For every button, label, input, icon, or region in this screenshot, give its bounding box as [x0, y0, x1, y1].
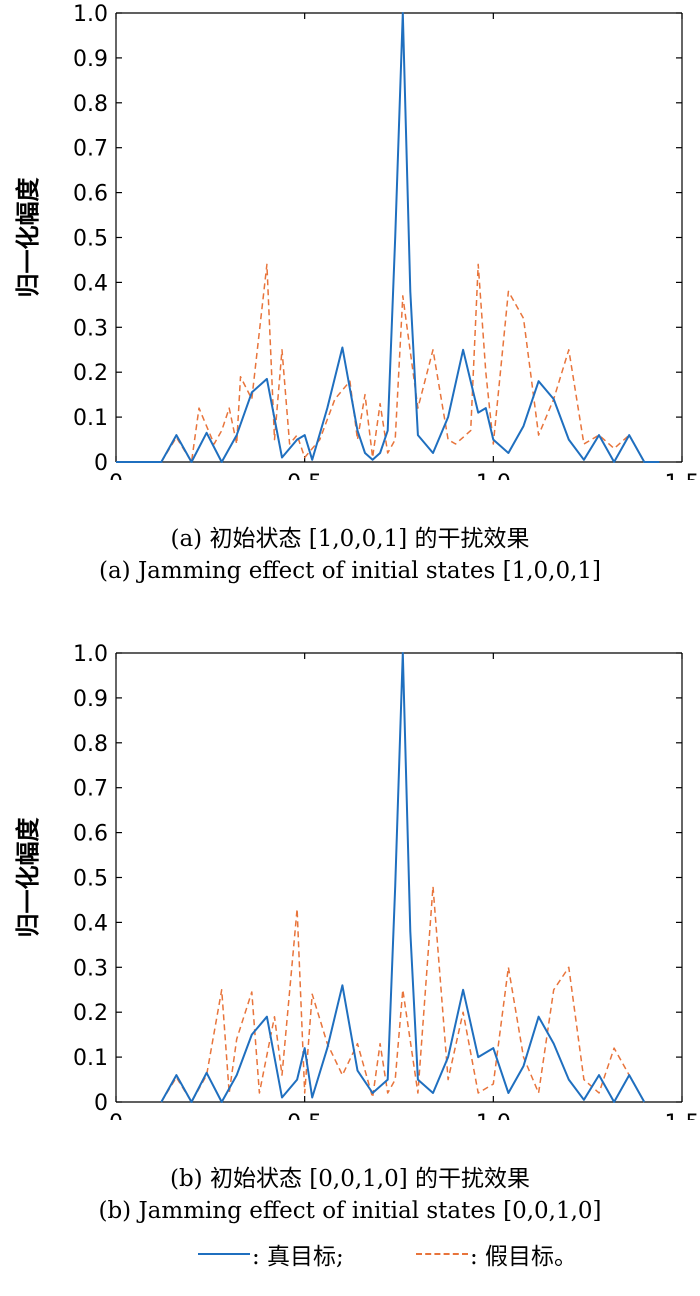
y-tick-label: 0.4: [73, 271, 108, 296]
x-tick-label: 1.5: [665, 471, 700, 480]
x-tick-label: 0.5: [287, 471, 322, 480]
caption-a-chinese: (a) 初始状态 [1,0,0,1] 的干扰效果: [170, 526, 530, 552]
series-line-false-target: [160, 885, 645, 1103]
y-tick-label: 0.1: [73, 406, 108, 431]
legend-item-true-target: : 真目标;: [198, 1234, 344, 1274]
y-tick-label: 0: [94, 1091, 108, 1116]
y-tick-label: 1.0: [73, 2, 108, 27]
caption-a-english: (a) Jamming effect of initial states [1,…: [98, 558, 602, 584]
x-tick-label: 1.5: [665, 1111, 700, 1120]
series-line-false-target: [160, 263, 645, 463]
y-tick-label: 0.3: [73, 316, 108, 341]
y-tick-label: 0.2: [73, 361, 108, 386]
series-line-true-target: [116, 12, 660, 463]
y-tick-label: 0.6: [73, 822, 108, 847]
y-tick-label: 0.5: [73, 227, 108, 252]
y-axis-label: 归一化幅度: [14, 177, 42, 298]
y-tick-label: 0.7: [73, 777, 108, 802]
legend-label-false-target: : 假目标。: [470, 1244, 578, 1270]
x-tick-label: 1.0: [476, 471, 511, 480]
x-tick-label: 1.0: [476, 1111, 511, 1120]
y-tick-label: 0.3: [73, 956, 108, 981]
legend: : 真目标; : 假目标。: [0, 1234, 700, 1274]
y-tick-label: 0.9: [73, 47, 108, 72]
caption-b-english: (b) Jamming effect of initial states [0,…: [98, 1198, 602, 1224]
chart-b: 0 0.1 0.2 0.3 0.4 0.5 0.6 0.7 0.8 0.9 1.0 0 0.5 1.0 1.…: [14, 642, 700, 1120]
series-line-true-target: [160, 652, 646, 1103]
chart-a: 0 0.1 0.2 0.3 0.4 0.5 0.6 0.7 0.8 0.9 1.0 0 0.5 1.0 1.…: [14, 2, 700, 480]
legend-swatch-dashed: [416, 1253, 468, 1255]
caption-b-chinese: (b) 初始状态 [0,0,1,0] 的干扰效果: [169, 1166, 530, 1192]
x-tick-label: 0: [109, 1111, 123, 1120]
y-tick-label: 0.8: [73, 92, 108, 117]
y-tick-label: 0.6: [73, 182, 108, 207]
y-tick-label: 0.5: [73, 867, 108, 892]
x-tick-label: 0: [109, 471, 123, 480]
y-tick-label: 0.1: [73, 1046, 108, 1071]
y-tick-label: 1.0: [73, 642, 108, 667]
legend-swatch-solid: [198, 1253, 250, 1255]
y-tick-label: 0.8: [73, 732, 108, 757]
y-tick-label: 0: [94, 451, 108, 476]
legend-item-false-target: : 假目标。: [416, 1234, 577, 1274]
legend-label-true-target: : 真目标;: [252, 1244, 344, 1270]
y-tick-label: 0.9: [73, 687, 108, 712]
x-tick-label: 0.5: [287, 1111, 322, 1120]
y-tick-label: 0.7: [73, 137, 108, 162]
y-tick-label: 0.4: [73, 911, 108, 936]
y-axis-label: 归一化幅度: [14, 817, 42, 938]
y-tick-label: 0.2: [73, 1001, 108, 1026]
